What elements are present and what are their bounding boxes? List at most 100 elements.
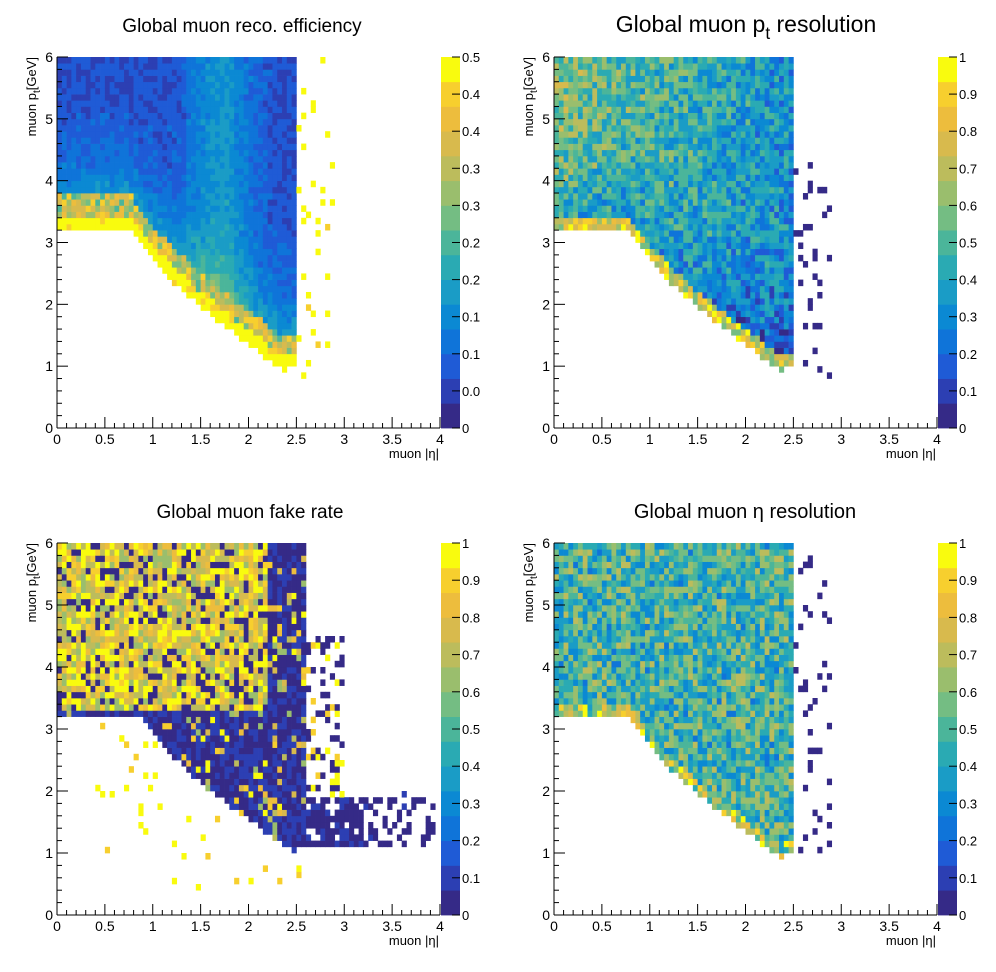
heatmap-cell [71,174,77,182]
heatmap-cell [71,549,77,556]
heatmap-cell [764,248,770,256]
heatmap-cell [176,642,182,649]
heatmap-cell [262,211,268,219]
heatmap-cell [277,285,283,293]
heatmap-cell [726,143,732,151]
heatmap-cell [707,57,713,64]
heatmap-cell [582,199,588,206]
heatmap-cell [238,193,245,200]
heatmap-cell [61,623,67,631]
heatmap-cell [654,125,660,132]
heatmap-cell [826,254,833,262]
heatmap-cell [71,81,77,89]
heatmap-cell [625,137,631,144]
heatmap-cell [721,267,727,274]
heatmap-cell [692,81,698,89]
heatmap-cell [76,543,82,550]
heatmap-cell [750,63,756,70]
heatmap-cell [80,211,87,219]
heatmap-cell [143,193,149,200]
heatmap-cell [683,57,689,64]
heatmap-cell [688,217,694,225]
heatmap-cell [200,125,206,132]
heatmap-cell [769,335,775,342]
heatmap-cell [100,592,106,600]
heatmap-cell [176,162,182,169]
heatmap-cell [205,248,211,256]
heatmap-cell [262,316,268,324]
heatmap-cell [219,236,225,243]
heatmap-cell [267,131,273,138]
heatmap-cell [783,118,789,126]
heatmap-cell [826,205,833,212]
heatmap-cell [769,310,775,318]
heatmap-cell [554,155,560,163]
heatmap-cell [644,223,651,231]
heatmap-cell [731,316,737,324]
heatmap-cell [262,329,268,336]
heatmap-cell [80,162,87,169]
heatmap-cell [731,63,737,70]
heatmap-cell [143,660,149,668]
heatmap-cell [726,310,732,318]
heatmap-cell [181,592,187,600]
heatmap-cell [128,118,134,126]
heatmap-cell [692,254,698,262]
heatmap-cell [611,131,617,138]
heatmap-cell [138,679,144,686]
heatmap-cell [181,543,187,550]
heatmap-cell [291,254,297,262]
heatmap-cell [167,149,173,157]
heatmap-cell [779,125,785,132]
heatmap-cell [219,87,225,95]
heatmap-cell [258,291,264,299]
heatmap-cell [95,131,101,138]
heatmap-cell [740,310,746,318]
heatmap-cell [195,174,201,182]
heatmap-cell [692,168,698,175]
heatmap-cell [702,279,708,287]
heatmap-cell [61,611,67,618]
heatmap-cell [167,629,173,637]
heatmap-cell [76,75,82,83]
heatmap-cell [205,94,211,101]
heatmap-cell [625,217,631,225]
heatmap-cell [769,63,775,70]
heatmap-cell [95,654,101,662]
heatmap-cell [119,205,125,212]
heatmap-cell [702,57,708,64]
heatmap-cell [563,137,569,144]
heatmap-cell [138,180,144,188]
heatmap-cell [243,329,249,336]
heatmap-cell [272,230,278,237]
heatmap-cell [582,223,588,231]
heatmap-cell [66,629,72,637]
heatmap-cell [779,94,785,101]
heatmap-cell [711,69,718,76]
heatmap-cell [181,168,187,175]
heatmap-cell [649,63,655,70]
heatmap-cell [186,679,192,686]
heatmap-cell [61,673,67,680]
heatmap-cell [635,112,641,120]
heatmap-cell [282,57,288,64]
heatmap-cell [95,543,101,550]
heatmap-cell [697,211,703,219]
heatmap-cell [219,57,225,64]
heatmap-cell [167,729,173,736]
heatmap-cell [664,57,670,64]
heatmap-cell [205,273,211,280]
heatmap-cell [649,118,655,126]
heatmap-cell [673,242,679,250]
heatmap-cell [114,193,120,200]
heatmap-cell [95,685,101,693]
heatmap-cell [745,205,751,212]
heatmap-cell [100,629,106,637]
heatmap-cell [635,94,641,101]
heatmap-cell [735,267,742,274]
heatmap-cell [611,162,617,169]
heatmap-cell [124,592,130,600]
heatmap-cell [128,555,134,562]
heatmap-cell [243,118,249,126]
heatmap-cell [152,211,158,219]
